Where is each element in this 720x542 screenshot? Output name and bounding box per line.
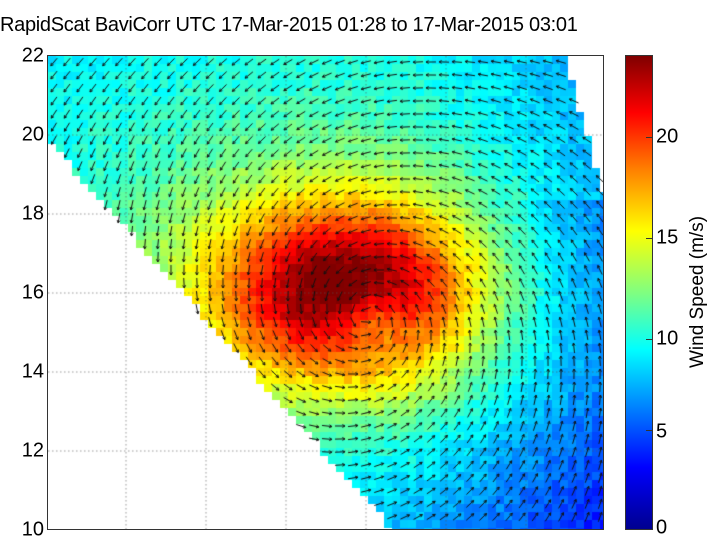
colorbar-tick-label: 10 [656, 327, 679, 350]
colorbar-label: Wind Speed (m/s) [687, 215, 708, 369]
plot-area [47, 55, 604, 530]
colorbar-tick-label: 20 [656, 125, 679, 148]
colorbar-tick [646, 339, 653, 340]
colorbar-tick-label: 5 [656, 420, 668, 443]
y-tick-label: 16 [21, 281, 44, 304]
y-tick-label: 10 [21, 518, 44, 541]
y-tick-label: 22 [21, 44, 44, 67]
colorbar [625, 55, 653, 530]
colorbar-tick [646, 430, 653, 431]
y-tick-label: 18 [21, 202, 44, 225]
y-tick-label: 12 [21, 439, 44, 462]
y-tick-label: 14 [21, 360, 44, 383]
wind-field-heatmap [48, 56, 603, 529]
colorbar-tick-label: 15 [656, 226, 679, 249]
y-tick-label: 20 [21, 123, 44, 146]
colorbar-tick-label: 0 [656, 516, 668, 539]
colorbar-tick [646, 238, 653, 239]
colorbar-tick [646, 137, 653, 138]
chart-title: RapidScat BaviCorr UTC 17-Mar-2015 01:28… [0, 14, 578, 36]
